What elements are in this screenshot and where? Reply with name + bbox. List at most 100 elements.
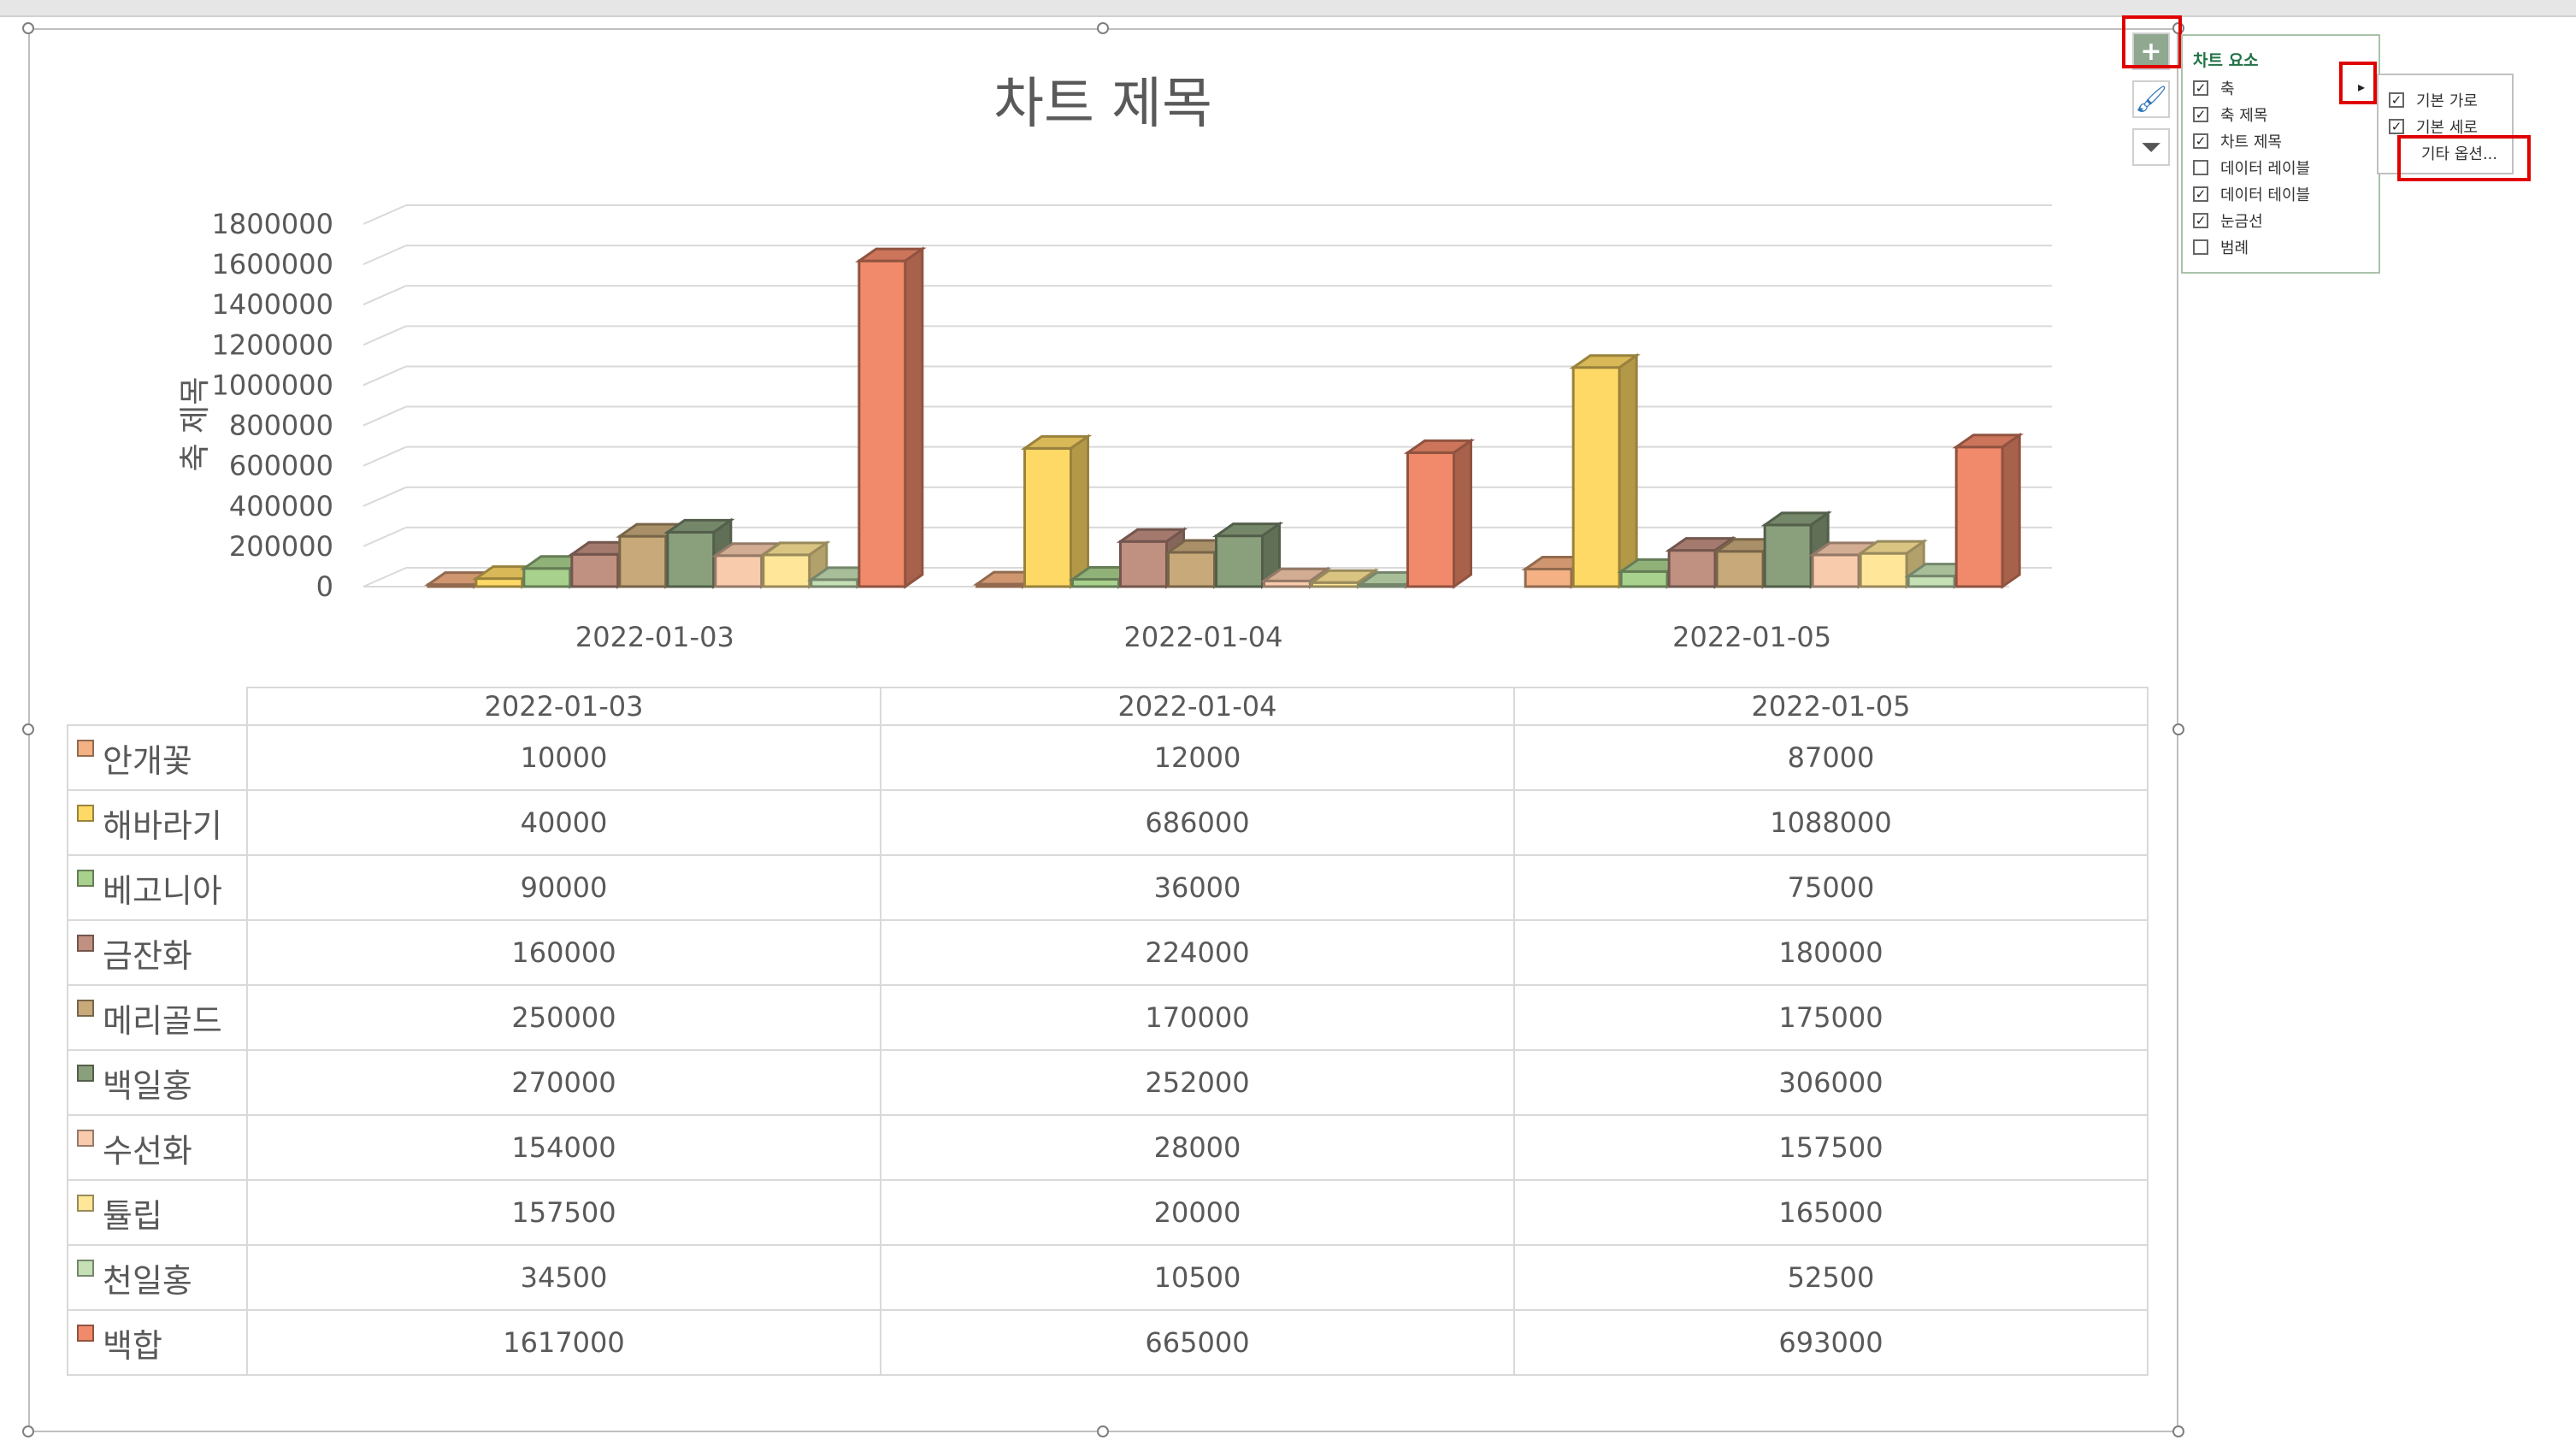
data-table-series-name: 베고니아 [67, 854, 248, 921]
resize-handle[interactable] [1097, 1425, 1109, 1437]
bar [1571, 366, 1621, 588]
checkbox[interactable]: ✓ [2389, 119, 2404, 134]
legend-key-icon [77, 934, 94, 952]
gridline-depth [363, 526, 407, 547]
data-table-cell: 250000 [246, 984, 881, 1051]
resize-handle[interactable] [2172, 1425, 2184, 1437]
bar [1859, 552, 1908, 588]
y-tick-label: 1600000 [211, 248, 333, 280]
chart-element-axis-title[interactable]: ✓ 축 제목 [2193, 103, 2267, 126]
axis-primary-horizontal[interactable]: ✓ 기본 가로 [2389, 89, 2478, 111]
data-table-row: 베고니아 90000 36000 75000 [67, 854, 2149, 921]
chart-element-data-labels[interactable]: 데이터 레이블 [2193, 156, 2310, 179]
resize-handle[interactable] [22, 723, 34, 735]
data-table-row: 천일홍 34500 10500 52500 [67, 1244, 2149, 1311]
chart-filters-button[interactable]: ⏷ [2132, 128, 2170, 166]
chart-styles-button[interactable]: 🖌 [2132, 80, 2170, 118]
plot-area[interactable]: 1800000 1600000 1400000 1200000 1000000 80000… [0, 0, 2576, 684]
bar [858, 259, 907, 588]
checkbox[interactable]: ✓ [2389, 92, 2404, 108]
gridline-depth [363, 365, 407, 387]
chart-elements-button[interactable]: + [2132, 32, 2170, 70]
chart-elements-title: 차트 요소 [2193, 51, 2259, 70]
chart-title[interactable]: 차트 제목 [993, 73, 1212, 136]
data-table-series-name: 메리골드 [67, 984, 248, 1051]
checkbox[interactable]: ✓ [2193, 213, 2208, 228]
top-bar [0, 0, 2576, 17]
data-table-row: 수선화 154000 28000 157500 [67, 1114, 2149, 1181]
submenu-arrow-icon[interactable]: ▸ [2358, 79, 2366, 95]
legend-key-icon [77, 1324, 94, 1342]
data-table-cell: 175000 [1513, 984, 2149, 1051]
data-table-series-name: 백합 [67, 1309, 248, 1376]
checkbox[interactable] [2193, 160, 2208, 175]
bar [1667, 549, 1717, 588]
gridline-depth [363, 567, 407, 587]
legend-key-icon [77, 739, 94, 757]
resize-handle[interactable] [2172, 723, 2184, 735]
data-table-row: 튤립 157500 20000 165000 [67, 1179, 2149, 1246]
data-table-cell: 252000 [880, 1049, 1515, 1116]
checkbox[interactable]: ✓ [2193, 107, 2208, 122]
highlight-box [2122, 15, 2182, 68]
series-name-label: 천일홍 [103, 1261, 192, 1300]
data-table-cell: 170000 [880, 984, 1515, 1051]
data-table-row: 안개꽃 10000 12000 87000 [67, 724, 2149, 791]
y-tick-label: 800000 [229, 410, 333, 442]
checkbox[interactable] [2193, 239, 2208, 255]
bar [1524, 568, 1573, 588]
bar [522, 567, 572, 588]
legend-key-icon [77, 869, 94, 887]
checkbox[interactable]: ✓ [2193, 80, 2208, 96]
series-name-label: 금잔화 [103, 936, 192, 975]
axis-more-options[interactable]: 기타 옵션... [2421, 145, 2498, 163]
gridline-depth [363, 245, 407, 266]
series-name-label: 백일홍 [103, 1066, 192, 1105]
data-table-cell: 10000 [246, 724, 881, 791]
bar [1119, 540, 1168, 588]
bar [1619, 570, 1669, 588]
series-name-label: 해바라기 [103, 806, 222, 845]
bar [1023, 446, 1072, 588]
chart-element-chart-title[interactable]: ✓ 차트 제목 [2193, 130, 2282, 152]
resize-handle[interactable] [22, 22, 34, 34]
legend-key-icon [77, 1259, 94, 1277]
data-table-cell: 12000 [880, 724, 1515, 791]
gridline-depth [363, 446, 407, 467]
filter-icon: ⏷ [2141, 132, 2161, 162]
chart-elements-panel: 차트 요소 ✓ 축 ✓ 축 제목 ✓ 차트 제목 데이터 레이블 ✓ 데이터 테이블 ✓… [2181, 34, 2380, 274]
checkbox[interactable]: ✓ [2193, 186, 2208, 202]
bar [1763, 523, 1813, 588]
data-table-cell: 686000 [880, 789, 1515, 856]
chart-element-axis[interactable]: ✓ 축 [2193, 77, 2235, 99]
chart-element-gridlines[interactable]: ✓ 눈금선 [2193, 210, 2263, 232]
bar [666, 530, 716, 588]
brush-icon: 🖌 [2134, 84, 2168, 115]
data-table[interactable]: 2022-01-03 2022-01-04 2022-01-05 안개꽃 1000… [67, 687, 2149, 1376]
data-table-cell: 154000 [246, 1114, 881, 1181]
resize-handle[interactable] [1097, 22, 1109, 34]
data-table-row: 해바라기 40000 686000 1088000 [67, 789, 2149, 856]
data-table-header: 2022-01-03 [246, 687, 881, 726]
legend-key-icon [77, 1064, 94, 1082]
x-tick-label: 2022-01-04 [1124, 621, 1283, 653]
data-table-header: 2022-01-05 [1513, 687, 2149, 726]
checkbox[interactable]: ✓ [2193, 133, 2208, 149]
data-table-series-name: 금잔화 [67, 919, 248, 986]
bar [1907, 575, 1956, 588]
data-table-series-name: 수선화 [67, 1114, 248, 1181]
chart-element-data-table[interactable]: ✓ 데이터 테이블 [2193, 183, 2310, 205]
data-table-cell: 224000 [880, 919, 1515, 986]
data-table-cell: 1617000 [246, 1309, 881, 1376]
y-tick-label: 1200000 [211, 328, 333, 361]
bar [618, 534, 668, 588]
axis-primary-vertical[interactable]: ✓ 기본 세로 [2389, 115, 2478, 138]
bar [1954, 446, 2004, 588]
series-name-label: 메리골드 [103, 1001, 222, 1040]
data-table-cell: 40000 [246, 789, 881, 856]
bar [714, 554, 763, 588]
data-table-cell: 34500 [246, 1244, 881, 1311]
resize-handle[interactable] [22, 1425, 34, 1437]
chart-element-legend[interactable]: 범례 [2193, 236, 2249, 258]
x-tick-label: 2022-01-03 [575, 621, 734, 653]
